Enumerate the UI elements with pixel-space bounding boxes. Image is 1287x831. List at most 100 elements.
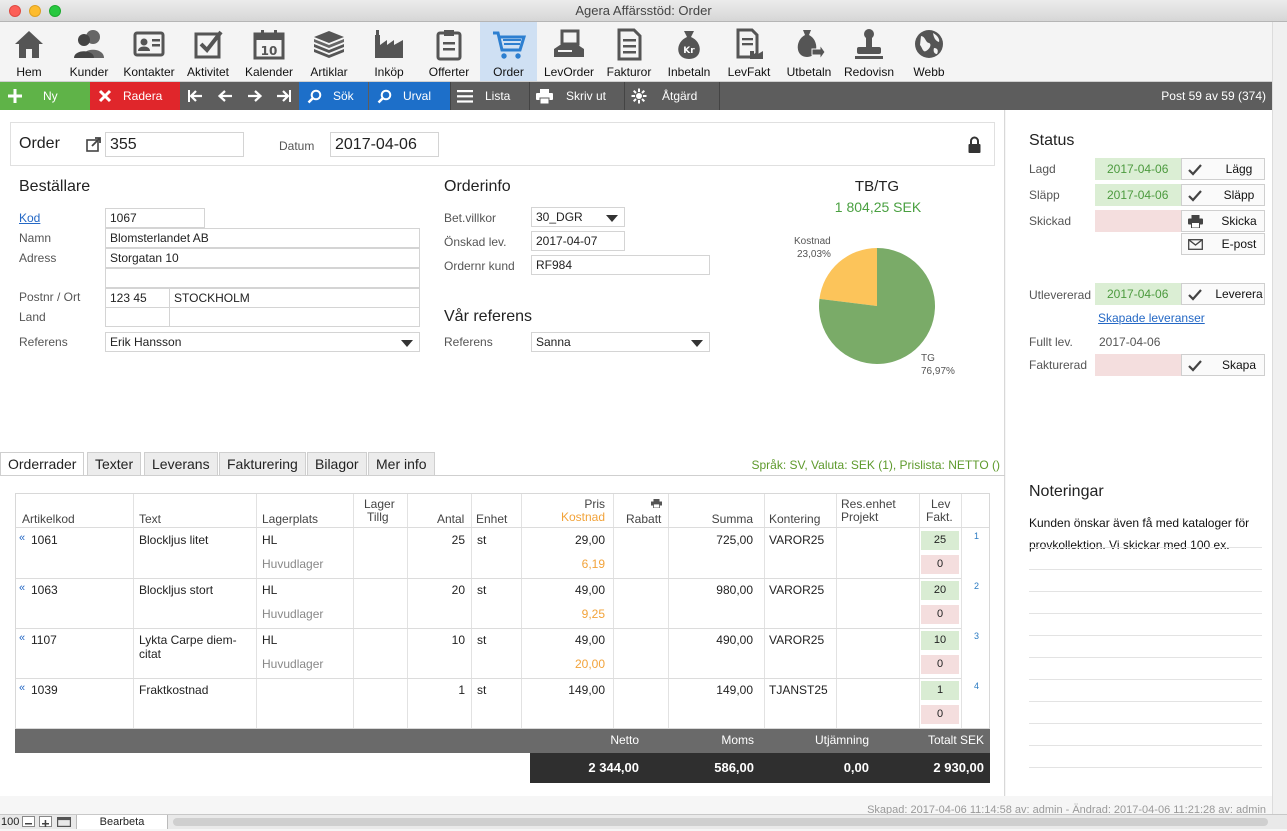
toolbar-home[interactable]: Hem bbox=[6, 22, 52, 81]
filter-button[interactable]: Urval bbox=[369, 82, 450, 110]
table-row[interactable]: « 1063 Blockljus stort HL Huvudlager 20 … bbox=[16, 578, 989, 628]
country-name-field[interactable] bbox=[169, 307, 420, 327]
lock-icon[interactable] bbox=[968, 136, 981, 156]
table-row[interactable]: « 1107 Lykta Carpe diem- citat HL Huvudl… bbox=[16, 628, 989, 678]
col-stock-available[interactable]: Tillg bbox=[367, 510, 389, 524]
toolbar-payments-in[interactable]: Kr Inbetaln bbox=[664, 22, 714, 81]
create-invoice-button[interactable]: Skapa bbox=[1181, 354, 1265, 376]
chevron-down-icon bbox=[606, 215, 618, 222]
chevron-down-icon bbox=[401, 340, 413, 347]
minimize-window-button[interactable] bbox=[29, 5, 41, 17]
layout-icon[interactable] bbox=[57, 816, 73, 828]
toolbar-activity[interactable]: Aktivitet bbox=[183, 22, 233, 81]
toolbar-calendar[interactable]: 10 Kalender bbox=[242, 22, 296, 81]
toolbar-contacts[interactable]: Kontakter bbox=[120, 22, 178, 81]
toolbar-payouts[interactable]: Utbetaln bbox=[782, 22, 836, 81]
payment-terms-select[interactable]: 30_DGR bbox=[531, 207, 625, 227]
toolbar-supplier-order[interactable]: LevOrder bbox=[540, 22, 598, 81]
tab-orderrader[interactable]: Orderrader bbox=[0, 452, 85, 476]
country-label: Land bbox=[19, 310, 46, 324]
customers-icon bbox=[74, 30, 104, 58]
row-expand-icon[interactable]: « bbox=[19, 682, 26, 694]
col-unit[interactable]: Enhet bbox=[476, 512, 508, 526]
toolbar-web[interactable]: Webb bbox=[906, 22, 952, 81]
col-invoiced[interactable]: Fakt. bbox=[926, 510, 953, 524]
deliver-button[interactable]: Leverera bbox=[1181, 283, 1265, 305]
notes-textarea[interactable]: Kunden önskar även få med kataloger för … bbox=[1029, 516, 1250, 552]
search-filter-icon bbox=[375, 82, 393, 110]
zoom-in-button[interactable] bbox=[39, 816, 52, 827]
list-button[interactable]: Lista bbox=[451, 82, 529, 110]
horizontal-scrollbar[interactable] bbox=[173, 818, 1268, 826]
col-article-code[interactable]: Artikelkod bbox=[22, 512, 75, 526]
address-line1-field[interactable]: Storgatan 10 bbox=[105, 248, 420, 268]
send-button[interactable]: Skicka bbox=[1181, 210, 1265, 232]
col-project[interactable]: Projekt bbox=[841, 510, 879, 524]
order-date-field[interactable]: 2017-04-06 bbox=[330, 132, 439, 157]
tab-fakturering[interactable]: Fakturering bbox=[219, 452, 306, 476]
toolbar-order[interactable]: Order bbox=[480, 22, 537, 81]
tab-bilagor[interactable]: Bilagor bbox=[307, 452, 367, 476]
zoom-window-button[interactable] bbox=[49, 5, 61, 17]
place-order-button[interactable]: Lägg bbox=[1181, 158, 1265, 180]
col-cost[interactable]: Kostnad bbox=[560, 510, 605, 524]
country-field[interactable] bbox=[105, 307, 170, 327]
delete-button[interactable]: Radera bbox=[90, 82, 180, 110]
email-button[interactable]: E-post bbox=[1181, 233, 1265, 255]
previous-record-button[interactable] bbox=[210, 82, 239, 110]
col-qty[interactable]: Antal bbox=[437, 512, 465, 526]
new-button[interactable]: Ny bbox=[0, 82, 90, 110]
row-expand-icon[interactable]: « bbox=[19, 582, 26, 594]
customer-name-field[interactable]: Blomsterlandet AB bbox=[105, 228, 420, 248]
next-record-button[interactable] bbox=[240, 82, 269, 110]
table-row[interactable]: « 1061 Blockljus litet HL Huvudlager 25 … bbox=[16, 528, 989, 578]
tab-info-text: Språk: SV, Valuta: SEK (1), Prislista: N… bbox=[751, 458, 1000, 472]
col-sum[interactable]: Summa bbox=[711, 512, 753, 526]
col-text[interactable]: Text bbox=[139, 512, 162, 526]
col-delivered[interactable]: Lev bbox=[931, 497, 951, 511]
vertical-scrollbar[interactable] bbox=[1272, 22, 1287, 814]
tab-texter[interactable]: Texter bbox=[87, 452, 142, 476]
customer-order-no-field[interactable]: RF984 bbox=[531, 255, 710, 275]
zoom-out-button[interactable] bbox=[22, 816, 35, 827]
customer-code-field[interactable]: 1067 bbox=[105, 208, 205, 228]
toolbar-customers[interactable]: Kunder bbox=[64, 22, 114, 81]
last-record-button[interactable] bbox=[270, 82, 298, 110]
close-window-button[interactable] bbox=[9, 5, 21, 17]
col-discount[interactable]: Rabatt bbox=[626, 512, 662, 526]
row-expand-icon[interactable]: « bbox=[19, 632, 26, 644]
toolbar-invoices[interactable]: Fakturor bbox=[603, 22, 655, 81]
toolbar-accounting[interactable]: Redovisn bbox=[842, 22, 896, 81]
search-button[interactable]: Sök bbox=[299, 82, 368, 110]
col-result-unit[interactable]: Res.enhet bbox=[841, 497, 896, 511]
order-number-field[interactable]: 355 bbox=[105, 132, 244, 157]
table-row[interactable]: « 1039 Fraktkostnad 1 st 149,00 149,00 T… bbox=[16, 678, 989, 728]
col-location[interactable]: Lagerplats bbox=[262, 512, 319, 526]
toolbar-purchase[interactable]: Inköp bbox=[366, 22, 412, 81]
checkmark-icon bbox=[1188, 284, 1202, 305]
customer-code-link[interactable]: Kod bbox=[19, 211, 41, 225]
release-order-button[interactable]: Släpp bbox=[1181, 184, 1265, 206]
row-expand-icon[interactable]: « bbox=[19, 532, 26, 544]
first-record-button[interactable] bbox=[181, 82, 209, 110]
tab-mer-info[interactable]: Mer info bbox=[368, 452, 435, 476]
col-account[interactable]: Kontering bbox=[769, 512, 821, 526]
last-arrow-icon bbox=[270, 82, 298, 110]
globe-icon bbox=[915, 30, 943, 58]
zip-field[interactable]: 123 45 bbox=[105, 288, 170, 308]
toolbar-quotes[interactable]: Offerter bbox=[424, 22, 474, 81]
open-external-icon[interactable] bbox=[86, 136, 102, 155]
toolbar-articles[interactable]: Artiklar bbox=[305, 22, 353, 81]
print-button[interactable]: Skriv ut bbox=[530, 82, 624, 110]
toolbar-supplier-invoices[interactable]: LevFakt bbox=[723, 22, 775, 81]
col-stock[interactable]: Lager bbox=[364, 497, 395, 511]
wanted-delivery-field[interactable]: 2017-04-07 bbox=[531, 231, 625, 251]
address-line2-field[interactable] bbox=[105, 268, 420, 288]
col-price[interactable]: Pris bbox=[584, 497, 605, 511]
customer-reference-select[interactable]: Erik Hansson bbox=[105, 332, 420, 352]
action-menu-button[interactable]: Åtgärd bbox=[625, 82, 719, 110]
created-deliveries-link[interactable]: Skapade leveranser bbox=[1098, 311, 1205, 325]
tab-leverans[interactable]: Leverans bbox=[144, 452, 218, 476]
city-field[interactable]: STOCKHOLM bbox=[169, 288, 420, 308]
our-reference-select[interactable]: Sanna bbox=[531, 332, 710, 352]
